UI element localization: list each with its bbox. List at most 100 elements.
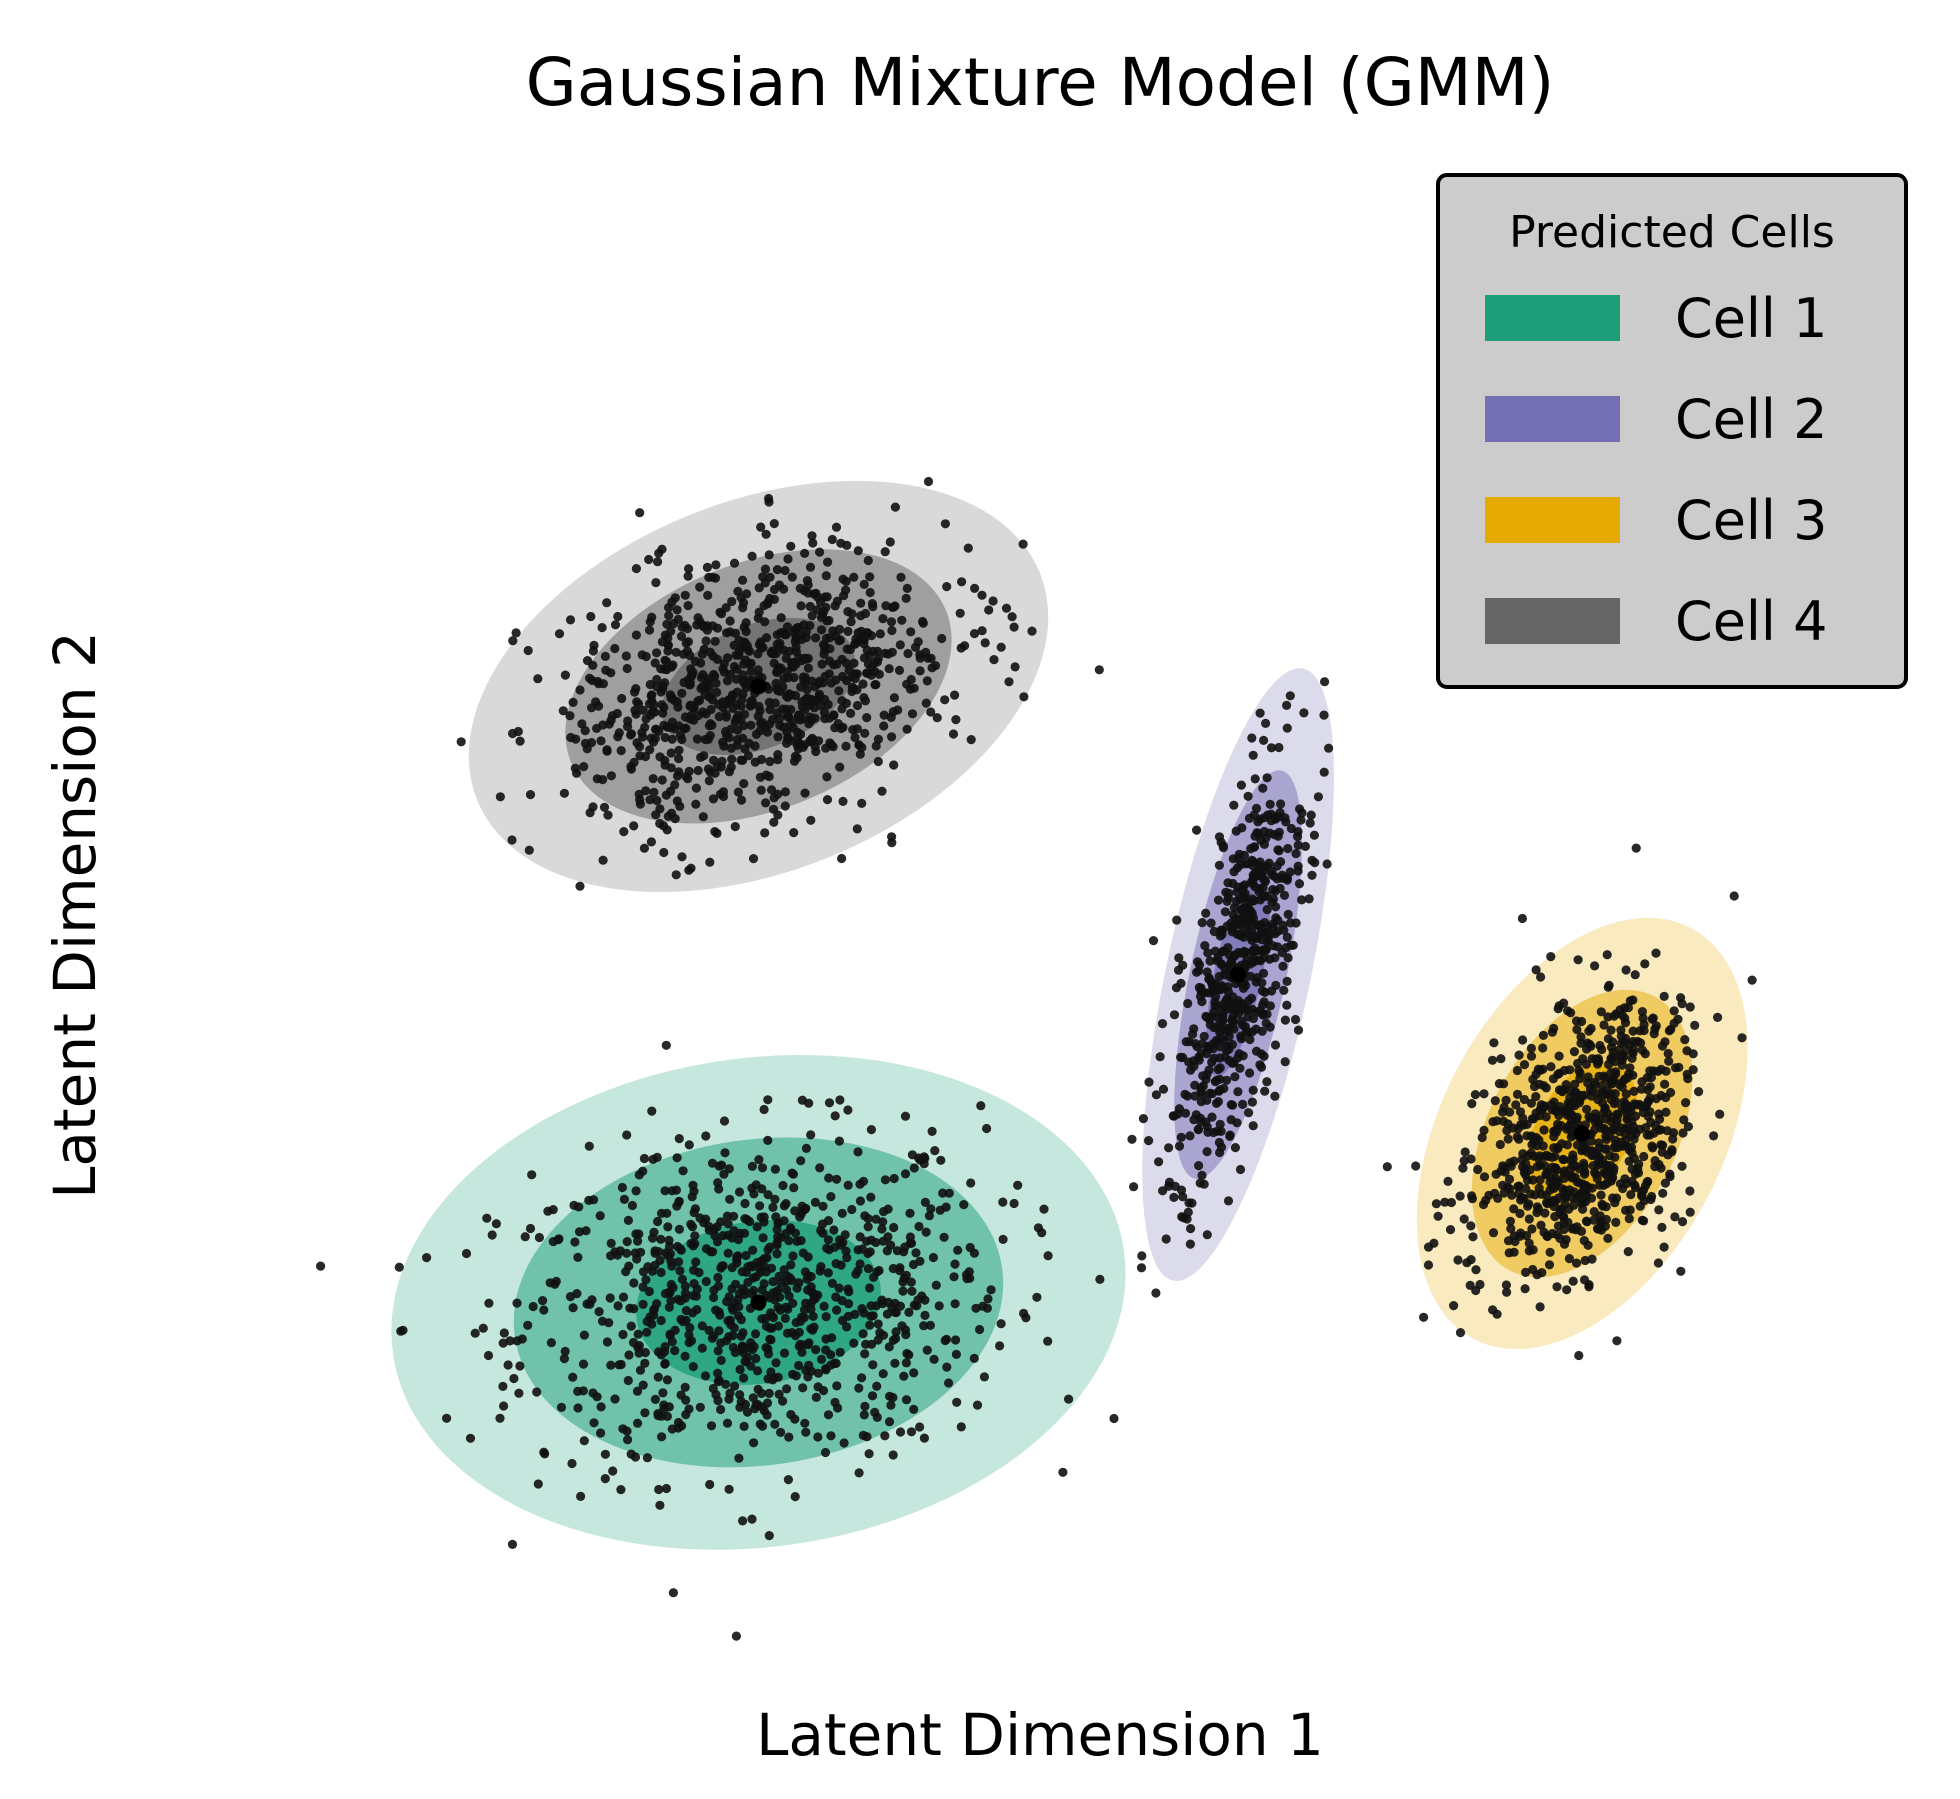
data-point	[1297, 895, 1307, 905]
data-point	[1660, 1178, 1670, 1188]
data-point	[872, 1412, 882, 1422]
data-point	[660, 1358, 670, 1369]
data-point	[638, 732, 648, 742]
data-point	[1262, 905, 1272, 915]
data-point	[751, 1353, 761, 1364]
data-point	[685, 650, 695, 661]
data-point	[842, 1253, 852, 1263]
data-point	[653, 1409, 663, 1419]
data-point	[1737, 1033, 1747, 1043]
data-point	[784, 1236, 794, 1246]
data-point	[796, 1156, 806, 1166]
data-point	[1266, 743, 1277, 753]
data-point	[1509, 1247, 1519, 1257]
data-point	[1629, 1134, 1639, 1144]
data-point	[1258, 1000, 1268, 1010]
data-point	[1273, 942, 1283, 952]
data-point	[826, 1192, 836, 1202]
data-point	[716, 1404, 726, 1415]
cell-4-mean-marker	[750, 678, 767, 695]
data-point	[1639, 1151, 1649, 1162]
data-point	[722, 1418, 733, 1428]
data-point	[1305, 818, 1315, 828]
data-point	[1565, 1093, 1575, 1103]
data-point	[610, 643, 620, 654]
data-point	[1202, 1230, 1212, 1240]
data-point	[798, 1248, 808, 1258]
data-point	[765, 756, 775, 767]
data-point	[1607, 1079, 1617, 1089]
data-point	[932, 713, 942, 723]
data-point	[543, 1206, 553, 1216]
data-point	[1528, 1264, 1538, 1275]
data-point	[1276, 799, 1286, 809]
data-point	[662, 619, 672, 629]
data-point	[1582, 1217, 1592, 1227]
data-point	[587, 703, 597, 713]
data-point	[652, 795, 662, 806]
data-point	[799, 1305, 810, 1315]
data-point	[910, 642, 921, 652]
data-point	[755, 726, 765, 736]
data-point	[822, 772, 832, 782]
data-point	[617, 693, 627, 704]
data-point	[503, 1360, 513, 1370]
data-point	[675, 1244, 685, 1254]
data-point	[1230, 1143, 1240, 1153]
data-point	[1639, 1216, 1649, 1226]
data-point	[499, 1328, 509, 1338]
data-point	[860, 728, 870, 738]
data-point	[1037, 1228, 1047, 1238]
data-point	[688, 1290, 698, 1301]
data-point	[901, 1358, 912, 1368]
data-point	[584, 1195, 594, 1205]
data-point	[618, 1424, 628, 1434]
data-point	[684, 865, 694, 875]
data-point	[615, 1246, 626, 1256]
data-point	[1271, 902, 1281, 912]
data-point	[880, 1431, 890, 1441]
data-point	[1277, 873, 1287, 883]
data-point	[785, 1273, 795, 1283]
data-point	[832, 1305, 842, 1315]
data-point	[670, 780, 680, 790]
data-point	[663, 646, 673, 656]
data-point	[648, 774, 658, 784]
data-point	[594, 1307, 604, 1317]
data-point	[750, 1329, 761, 1339]
data-point	[705, 857, 715, 867]
data-point	[906, 627, 916, 637]
data-point	[803, 1285, 813, 1295]
data-point	[1238, 1051, 1248, 1061]
data-point	[1429, 1238, 1439, 1248]
data-point	[1535, 1302, 1545, 1312]
data-point	[1594, 1152, 1604, 1162]
data-point	[1248, 879, 1258, 889]
data-point	[939, 1232, 949, 1242]
data-point	[1502, 1287, 1512, 1297]
data-point	[565, 615, 576, 625]
data-point	[1526, 1051, 1537, 1061]
data-point	[739, 1228, 750, 1238]
data-point	[1211, 1098, 1222, 1108]
data-point	[1185, 1239, 1195, 1249]
data-point	[1605, 1131, 1615, 1141]
data-point	[921, 647, 931, 658]
data-point	[1526, 1043, 1536, 1053]
data-point	[1181, 1037, 1191, 1047]
data-point	[1529, 1114, 1539, 1124]
data-point	[1625, 1205, 1635, 1215]
legend-swatch-cell-2	[1485, 396, 1620, 442]
data-point	[691, 1257, 701, 1267]
data-point	[799, 620, 809, 630]
data-point	[1279, 890, 1290, 901]
data-point	[794, 1327, 804, 1337]
data-point	[1243, 1005, 1253, 1015]
data-point	[1685, 1207, 1695, 1217]
data-point	[808, 1311, 818, 1321]
data-point	[642, 1316, 652, 1327]
data-point	[784, 1291, 794, 1301]
data-point	[887, 732, 897, 742]
data-point	[1256, 927, 1266, 938]
